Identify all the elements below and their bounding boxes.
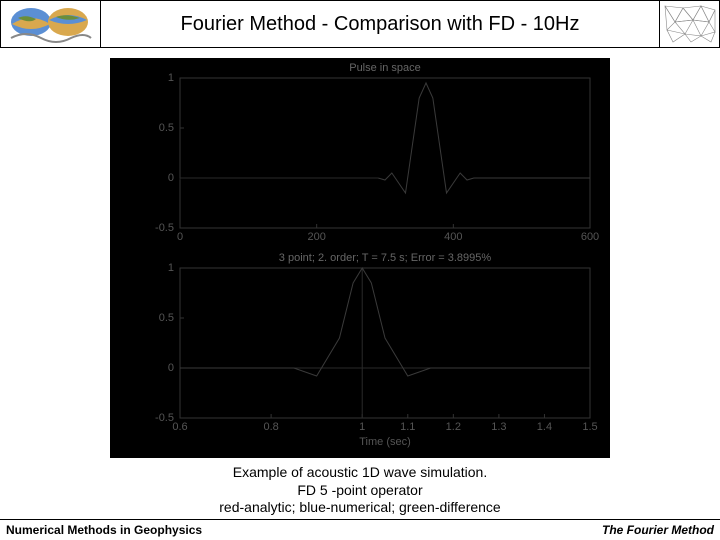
caption-line-3: red-analytic; blue-numerical; green-diff… [219,499,500,517]
page-title: Fourier Method - Comparison with FD - 10… [101,1,659,47]
caption-line-1: Example of acoustic 1D wave simulation. [219,464,500,482]
figure: Pulse in space-0.500.5102004006003 point… [110,58,610,458]
logo [1,1,101,47]
globe-logo-icon [6,4,96,44]
mesh-thumbnail [659,1,719,47]
footer-left: Numerical Methods in Geophysics [6,523,202,537]
content: Pulse in space-0.500.5102004006003 point… [0,48,720,523]
header: Fourier Method - Comparison with FD - 10… [0,0,720,48]
caption: Example of acoustic 1D wave simulation. … [219,464,500,517]
caption-line-2: FD 5 -point operator [219,482,500,500]
footer: Numerical Methods in Geophysics The Four… [0,519,720,540]
footer-right: The Fourier Method [602,523,714,537]
mesh-icon [663,4,717,44]
